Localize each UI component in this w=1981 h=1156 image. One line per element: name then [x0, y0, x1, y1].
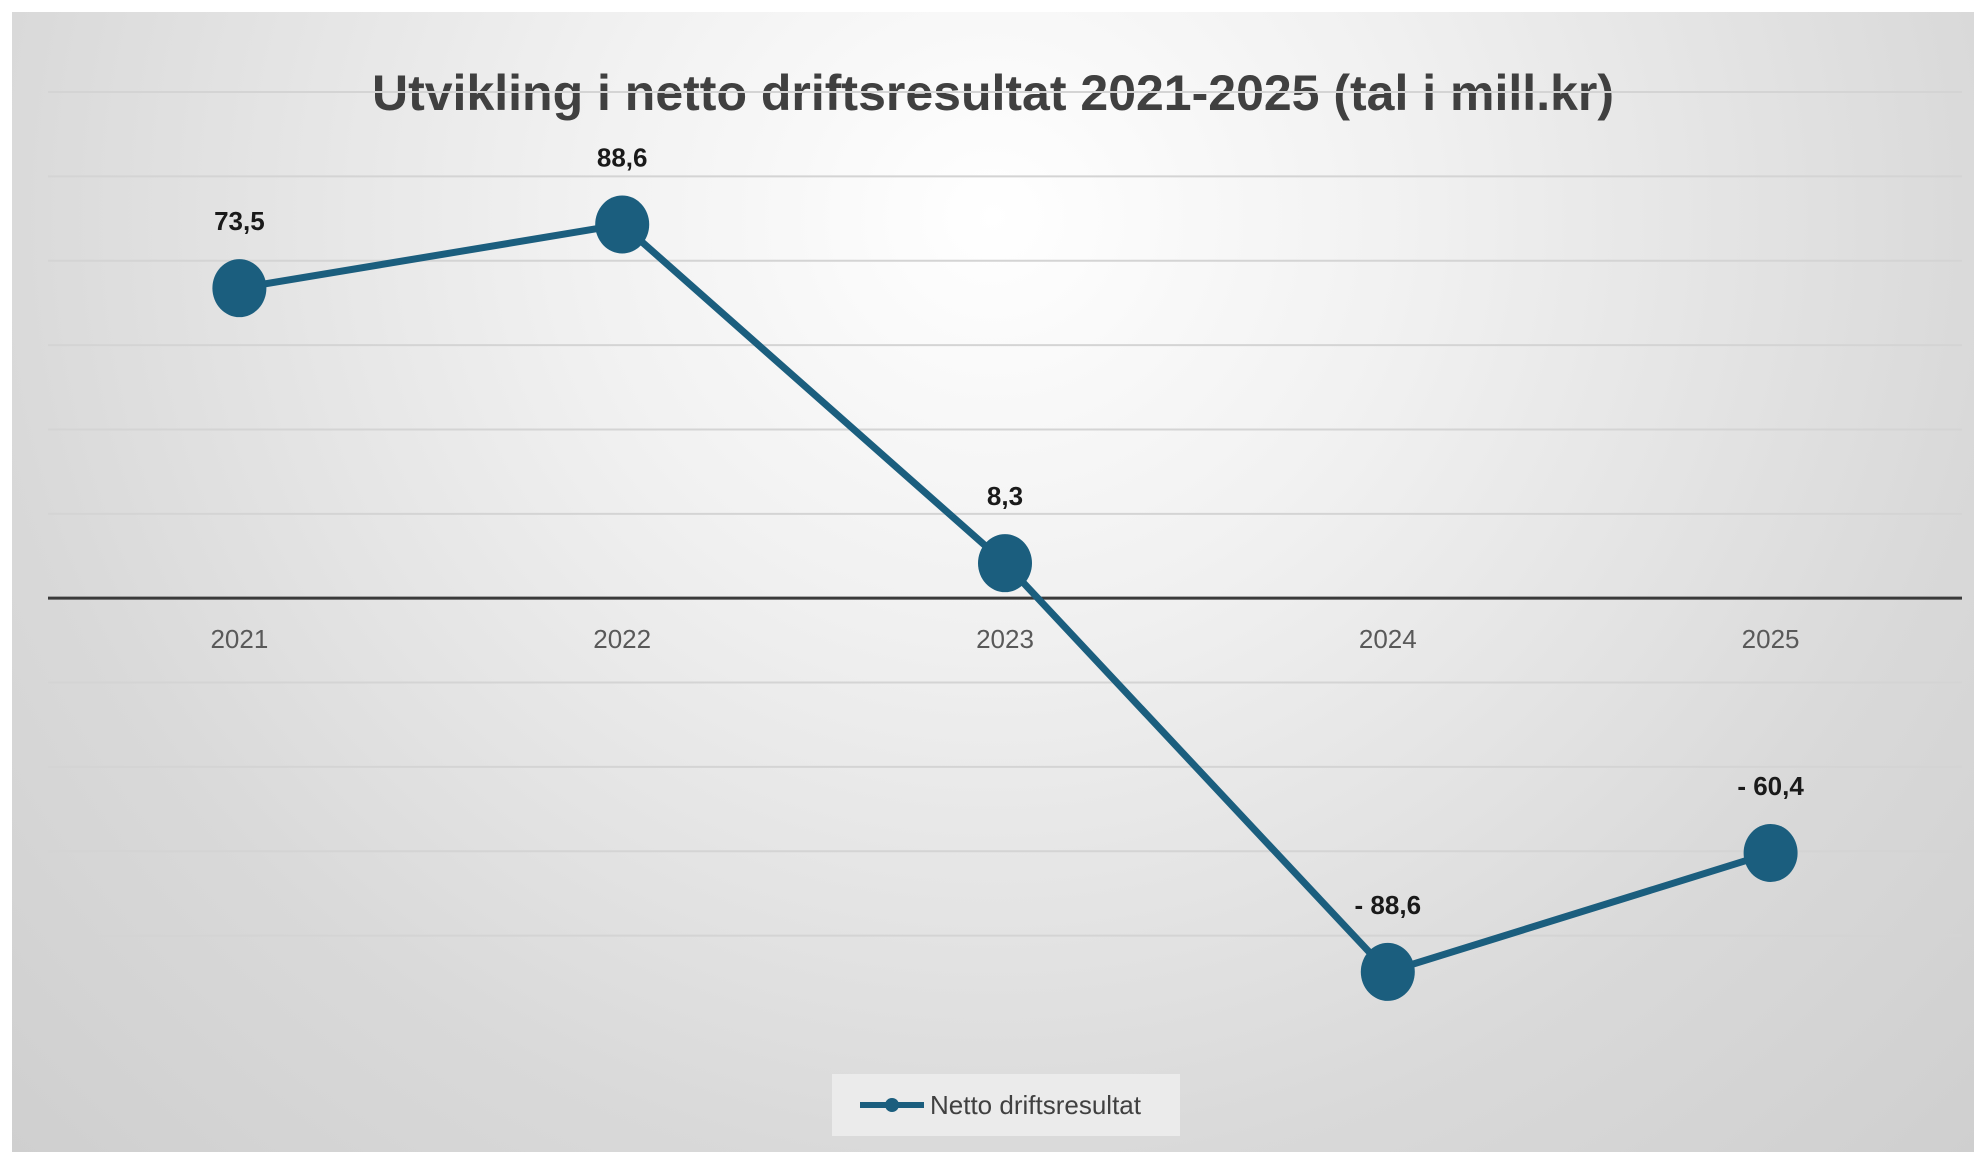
- x-tick-label-2022: 2022: [593, 624, 651, 654]
- x-tick-label-2021: 2021: [210, 624, 268, 654]
- data-point-2021: [212, 259, 267, 318]
- x-tick-label-2024: 2024: [1359, 624, 1417, 654]
- gridlines: [48, 91, 1962, 937]
- line-chart: Utvikling i netto driftsresultat 2021-20…: [48, 65, 1962, 1136]
- chart-frame: Utvikling i netto driftsresultat 2021-20…: [12, 12, 1974, 1152]
- series-netto-driftsresultat: [212, 195, 1798, 1001]
- data-point-2022: [595, 195, 650, 254]
- data-point-2025: [1743, 823, 1798, 882]
- data-label-2021: 73,5: [214, 206, 265, 236]
- data-label-2024: - 88,6: [1355, 890, 1422, 920]
- data-label-2023: 8,3: [987, 481, 1023, 511]
- data-label-2022: 88,6: [597, 142, 648, 172]
- legend: Netto driftsresultat: [832, 1074, 1180, 1136]
- x-tick-label-2025: 2025: [1742, 624, 1800, 654]
- legend-marker-swatch: [885, 1098, 899, 1112]
- data-labels: 73,5 88,6 8,3 - 88,6 - 60,4: [214, 142, 1804, 919]
- data-label-2025: - 60,4: [1737, 771, 1804, 801]
- data-point-2023: [978, 534, 1032, 593]
- legend-label: Netto driftsresultat: [930, 1090, 1142, 1120]
- x-tick-label-2023: 2023: [976, 624, 1034, 654]
- x-axis-tick-labels: 2021 2022 2023 2024 2025: [210, 624, 1799, 654]
- data-point-2024: [1360, 942, 1415, 1001]
